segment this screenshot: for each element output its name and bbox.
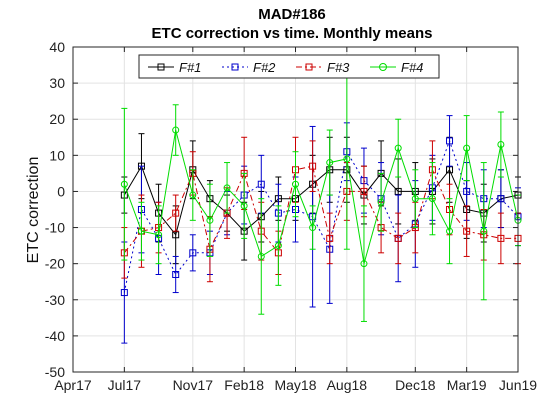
series-4 xyxy=(120,68,522,322)
data-point xyxy=(309,162,317,170)
series-group xyxy=(120,68,522,344)
data-point xyxy=(155,231,163,239)
x-tick-label: May18 xyxy=(274,377,316,393)
data-point xyxy=(446,227,454,235)
legend-swatch-marker xyxy=(157,63,165,71)
data-point xyxy=(497,141,505,148)
chart-title-line-1: MAD#186 xyxy=(258,6,326,23)
data-point xyxy=(189,191,197,199)
series-line xyxy=(123,129,519,264)
series-line xyxy=(123,165,518,254)
data-point xyxy=(120,180,128,188)
plot-frame xyxy=(72,46,519,373)
data-point xyxy=(497,234,505,242)
chart-title-line-2: ETC correction vs time. Monthly means xyxy=(152,25,433,42)
data-point xyxy=(172,231,180,239)
data-point xyxy=(206,216,214,224)
y-tick-label: -20 xyxy=(45,256,65,272)
data-point xyxy=(360,260,368,268)
data-point xyxy=(497,195,505,203)
data-point xyxy=(326,159,334,167)
data-point xyxy=(137,227,145,235)
data-point xyxy=(463,187,471,195)
y-tick-label: 20 xyxy=(49,111,65,127)
y-tick-label: -30 xyxy=(45,292,65,308)
legend-label: F#1 xyxy=(179,60,201,75)
data-point xyxy=(411,195,419,203)
data-point xyxy=(120,289,128,297)
data-point xyxy=(394,234,402,242)
data-point xyxy=(326,234,334,242)
y-axis-label: ETC correction xyxy=(25,157,42,264)
y-tick-label: -50 xyxy=(45,364,65,380)
legend: F#1 F#2 F#3 F#4 xyxy=(138,54,440,79)
x-tick-label: Aug18 xyxy=(327,377,368,393)
y-tick-label: 40 xyxy=(49,39,65,55)
data-point xyxy=(394,144,402,152)
y-axis-ticks: -50 -40 -30 -20 -10 0 10 20 30 40 xyxy=(45,39,518,380)
legend-label: F#3 xyxy=(327,60,350,75)
y-tick-label: -10 xyxy=(45,220,65,236)
data-point xyxy=(274,242,282,250)
data-point xyxy=(343,155,351,163)
data-point xyxy=(172,271,180,278)
x-tick-label: Jun19 xyxy=(499,377,537,393)
legend-box xyxy=(138,54,440,79)
x-tick-label: Apr17 xyxy=(54,377,92,393)
data-point xyxy=(189,249,197,257)
y-tick-label: 10 xyxy=(49,147,65,163)
y-tick-label: 0 xyxy=(57,183,65,199)
data-point xyxy=(172,209,180,217)
data-point xyxy=(463,144,471,152)
data-point xyxy=(480,227,488,235)
data-point xyxy=(463,227,471,235)
data-point xyxy=(309,224,317,232)
legend-swatch-marker xyxy=(379,63,387,71)
data-point xyxy=(394,187,402,195)
data-point xyxy=(428,195,436,203)
data-point xyxy=(240,202,248,210)
legend-label: F#4 xyxy=(401,60,423,75)
data-point xyxy=(446,137,454,145)
data-point xyxy=(172,126,180,134)
data-point xyxy=(257,180,265,188)
data-point xyxy=(223,184,231,192)
data-point xyxy=(360,187,368,195)
data-point xyxy=(257,252,265,260)
y-tick-label: 30 xyxy=(49,75,65,91)
data-point xyxy=(377,198,385,206)
x-tick-label: Feb18 xyxy=(224,377,264,393)
legend-label: F#2 xyxy=(253,60,276,75)
x-tick-label: Jul17 xyxy=(108,377,142,393)
y-tick-label: -40 xyxy=(45,328,65,344)
series-line xyxy=(123,139,519,293)
x-tick-label: Mar19 xyxy=(447,377,487,393)
x-tick-label: Dec18 xyxy=(395,377,436,393)
data-point xyxy=(292,180,299,188)
x-tick-label: Nov17 xyxy=(173,377,214,393)
legend-swatch-marker xyxy=(231,63,239,71)
data-point xyxy=(446,166,454,174)
legend-swatch-marker xyxy=(305,63,313,71)
